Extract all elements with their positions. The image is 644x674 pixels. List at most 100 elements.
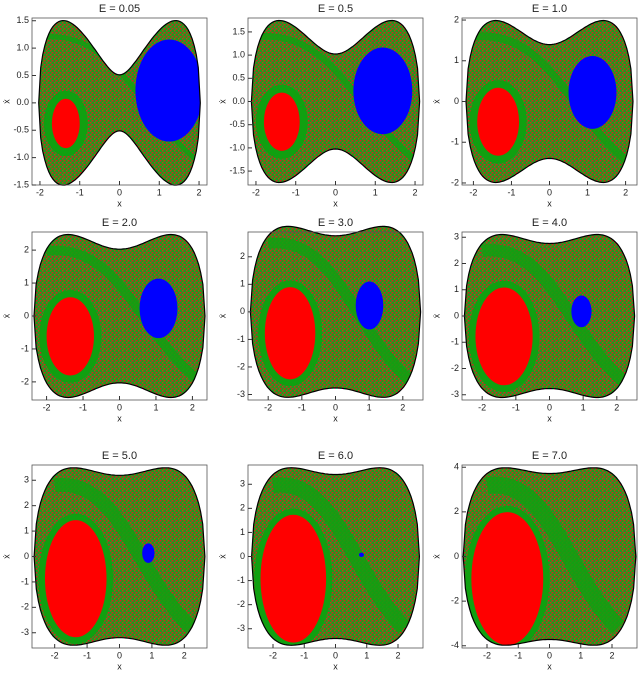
chart-title: E = 4.0	[532, 217, 567, 229]
x-tick-label: 1	[367, 402, 372, 412]
chart-title: E = 2.0	[102, 217, 137, 229]
x-tick-label: 0	[547, 402, 552, 412]
basin-region	[251, 467, 420, 646]
blue-basin	[353, 47, 413, 135]
y-tick-label: 2	[454, 506, 459, 516]
y-tick-label: -1	[21, 576, 29, 586]
y-axis-label: ẋ	[1, 313, 11, 318]
y-tick-label: 1	[24, 525, 29, 535]
x-tick-label: 1	[578, 650, 583, 660]
x-tick-label: 2	[609, 650, 614, 660]
y-tick-label: -2	[451, 363, 459, 373]
x-axis-label: x	[333, 198, 338, 208]
green-band	[271, 477, 410, 633]
panel: -2 -1 0 1 2 -1.5 -1.0 -0.5 0.0 0.5 1.0 1.5 E = 0.05 x…	[1, 3, 208, 208]
x-tick-label: -2	[51, 650, 59, 660]
y-tick-label: -2	[21, 376, 29, 386]
y-tick-label: 0	[24, 310, 29, 320]
x-tick-label: 1	[364, 650, 369, 660]
x-tick-label: -1	[298, 402, 306, 412]
x-tick-label: 2	[614, 402, 619, 412]
x-axis-label: x	[117, 413, 122, 423]
y-axis-label: ẋ	[431, 313, 441, 318]
green-band	[255, 33, 420, 169]
y-tick-label: -2	[451, 177, 459, 187]
y-tick-label: 1	[24, 277, 29, 287]
y-tick-label: 2	[240, 503, 245, 513]
green-band	[472, 32, 633, 170]
y-tick-label: 0.0	[232, 96, 245, 106]
y-tick-label: 1	[454, 284, 459, 294]
red-basin	[51, 98, 80, 149]
y-tick-label: 1	[454, 55, 459, 65]
y-tick-label: 2	[454, 258, 459, 268]
chart-title: E = 5.0	[102, 450, 137, 462]
x-tick-label: -1	[76, 187, 84, 197]
chart-title: E = 0.5	[318, 3, 353, 15]
y-tick-label: 0	[24, 551, 29, 561]
blue-basin	[571, 295, 592, 328]
y-axis-label: ẋ	[431, 99, 441, 104]
y-axis-label: ẋ	[217, 554, 227, 559]
green-band	[46, 245, 203, 385]
green-band	[39, 34, 201, 171]
y-tick-label: -4	[451, 640, 459, 650]
x-tick-label: -2	[36, 187, 44, 197]
y-tick-label: -3	[21, 627, 29, 637]
y-tick-label: 3	[24, 475, 29, 485]
x-tick-label: 0	[547, 187, 552, 197]
x-tick-label: 0	[333, 187, 338, 197]
panel: -2 -1 0 1 2 -3 -2 -1 0 1 2 3 E = 5.0 x ẋ	[1, 450, 208, 671]
y-tick-label: 2	[240, 251, 245, 261]
energy-boundary	[249, 225, 422, 398]
y-tick-label: -2	[237, 599, 245, 609]
x-tick-label: 2	[400, 402, 405, 412]
x-tick-label: -2	[252, 187, 260, 197]
blue-basin	[568, 55, 617, 129]
y-tick-label: 1	[240, 527, 245, 537]
x-tick-label: 0	[547, 650, 552, 660]
x-tick-label: 2	[395, 650, 400, 660]
chart-title: E = 7.0	[532, 450, 567, 462]
y-tick-label: 3	[240, 479, 245, 489]
x-tick-label: 1	[581, 402, 586, 412]
y-tick-label: -3	[451, 389, 459, 399]
y-tick-label: -3	[237, 623, 245, 633]
basin-region	[250, 226, 421, 398]
blue-basin	[139, 278, 178, 339]
x-tick-label: 0	[333, 402, 338, 412]
y-tick-label: 0.5	[232, 73, 245, 83]
y-tick-label: -1.0	[229, 142, 245, 152]
x-axis-label: x	[547, 198, 552, 208]
y-axis-label: ẋ	[217, 313, 227, 318]
panel: -2 -1 0 1 2 -4 -2 0 2 4 E = 7.0 x ẋ	[431, 450, 638, 671]
red-basin	[264, 287, 316, 380]
y-tick-label: 0.5	[16, 70, 29, 80]
x-axis-label: x	[547, 413, 552, 423]
y-tick-label: 0	[454, 551, 459, 561]
chart-title: E = 0.05	[99, 3, 140, 15]
x-axis-label: x	[333, 661, 338, 671]
y-tick-label: -1	[237, 334, 245, 344]
y-tick-label: 1.5	[16, 15, 29, 25]
y-tick-label: 3	[454, 232, 459, 242]
blue-basin	[135, 39, 201, 142]
y-tick-label: -1	[451, 337, 459, 347]
x-tick-label: -2	[269, 650, 277, 660]
blue-basin	[142, 543, 155, 563]
y-tick-label: -2	[21, 602, 29, 612]
x-axis-label: x	[547, 661, 552, 671]
basin-region	[463, 467, 636, 646]
y-tick-label: -1	[237, 575, 245, 585]
red-basin	[263, 92, 300, 151]
red-basin	[46, 297, 94, 376]
green-band	[485, 476, 625, 634]
x-tick-label: -1	[79, 402, 87, 412]
panel: -2 -1 0 1 2 -3 -2 -1 0 1 2 3 E = 4.0 x ẋ	[431, 217, 638, 423]
x-tick-label: 0	[333, 650, 338, 660]
y-tick-label: -0.5	[13, 125, 29, 135]
y-tick-label: -3	[237, 389, 245, 399]
x-tick-label: -2	[264, 402, 272, 412]
x-tick-label: 2	[623, 187, 628, 197]
